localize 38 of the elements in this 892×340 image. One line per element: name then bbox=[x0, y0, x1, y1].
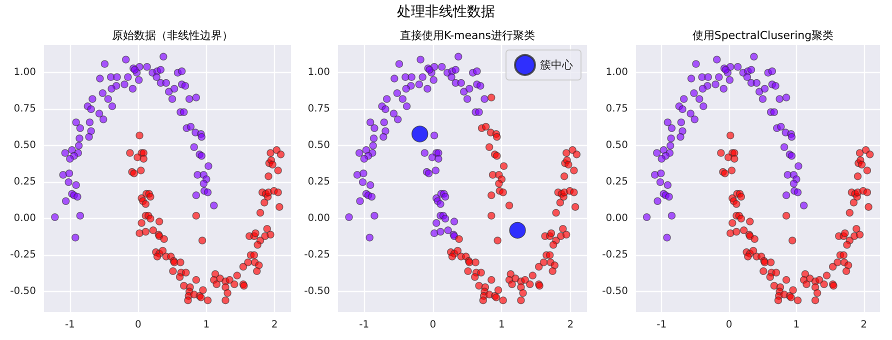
x-tick-label: 1 bbox=[498, 320, 505, 330]
y-tick-label: -0.50 bbox=[602, 286, 628, 298]
x-tick-label: 2 bbox=[271, 320, 278, 330]
y-tick-label: 0.50 bbox=[606, 140, 628, 152]
y-tick-label: -0.25 bbox=[10, 250, 36, 261]
chart-title: 使用SpectralClusering聚类 bbox=[692, 29, 834, 42]
x-tick-label: 0 bbox=[726, 320, 732, 330]
y-tick-label: 0.75 bbox=[606, 104, 628, 115]
chart-title: 原始数据（非线性边界） bbox=[112, 29, 233, 42]
x-tick-label: -1 bbox=[656, 320, 667, 330]
y-tick-label: 0.50 bbox=[308, 140, 330, 152]
y-tick-label: -0.25 bbox=[602, 250, 628, 261]
x-tick-label: 2 bbox=[860, 320, 868, 330]
y-tick-label: 0.25 bbox=[308, 176, 330, 188]
y-tick-label: -0.50 bbox=[10, 286, 36, 298]
y-tick-label: 1.00 bbox=[308, 67, 330, 78]
y-tick-label: 1.00 bbox=[14, 67, 36, 78]
y-tick-label: 0.25 bbox=[14, 176, 36, 188]
x-tick-label: 1 bbox=[203, 320, 210, 330]
text: 处理非线性数据 bbox=[396, 3, 496, 21]
x-tick-label: -1 bbox=[359, 320, 370, 330]
y-tick-label: 1.00 bbox=[606, 67, 628, 78]
chart-title: 直接使用K-means进行聚类 bbox=[400, 29, 535, 42]
y-tick-label: 0.00 bbox=[606, 213, 628, 224]
y-tick-label: 0.50 bbox=[14, 140, 36, 152]
y-tick-label: -0.25 bbox=[304, 250, 330, 261]
y-tick-label: 0.00 bbox=[14, 213, 36, 224]
x-tick-label: -1 bbox=[64, 320, 75, 330]
y-tick-label: 0.25 bbox=[606, 176, 628, 188]
y-tick-label: -0.50 bbox=[304, 286, 330, 298]
y-tick-label: 0.75 bbox=[308, 104, 330, 115]
x-tick-label: 1 bbox=[793, 320, 800, 330]
legend-label: 簇中心 bbox=[540, 58, 573, 72]
x-tick-label: 2 bbox=[567, 320, 574, 330]
y-tick-label: 0.75 bbox=[14, 104, 36, 115]
y-tick-label: 0.00 bbox=[308, 213, 330, 224]
x-tick-label: 0 bbox=[430, 320, 436, 330]
x-tick-label: 0 bbox=[134, 320, 142, 330]
